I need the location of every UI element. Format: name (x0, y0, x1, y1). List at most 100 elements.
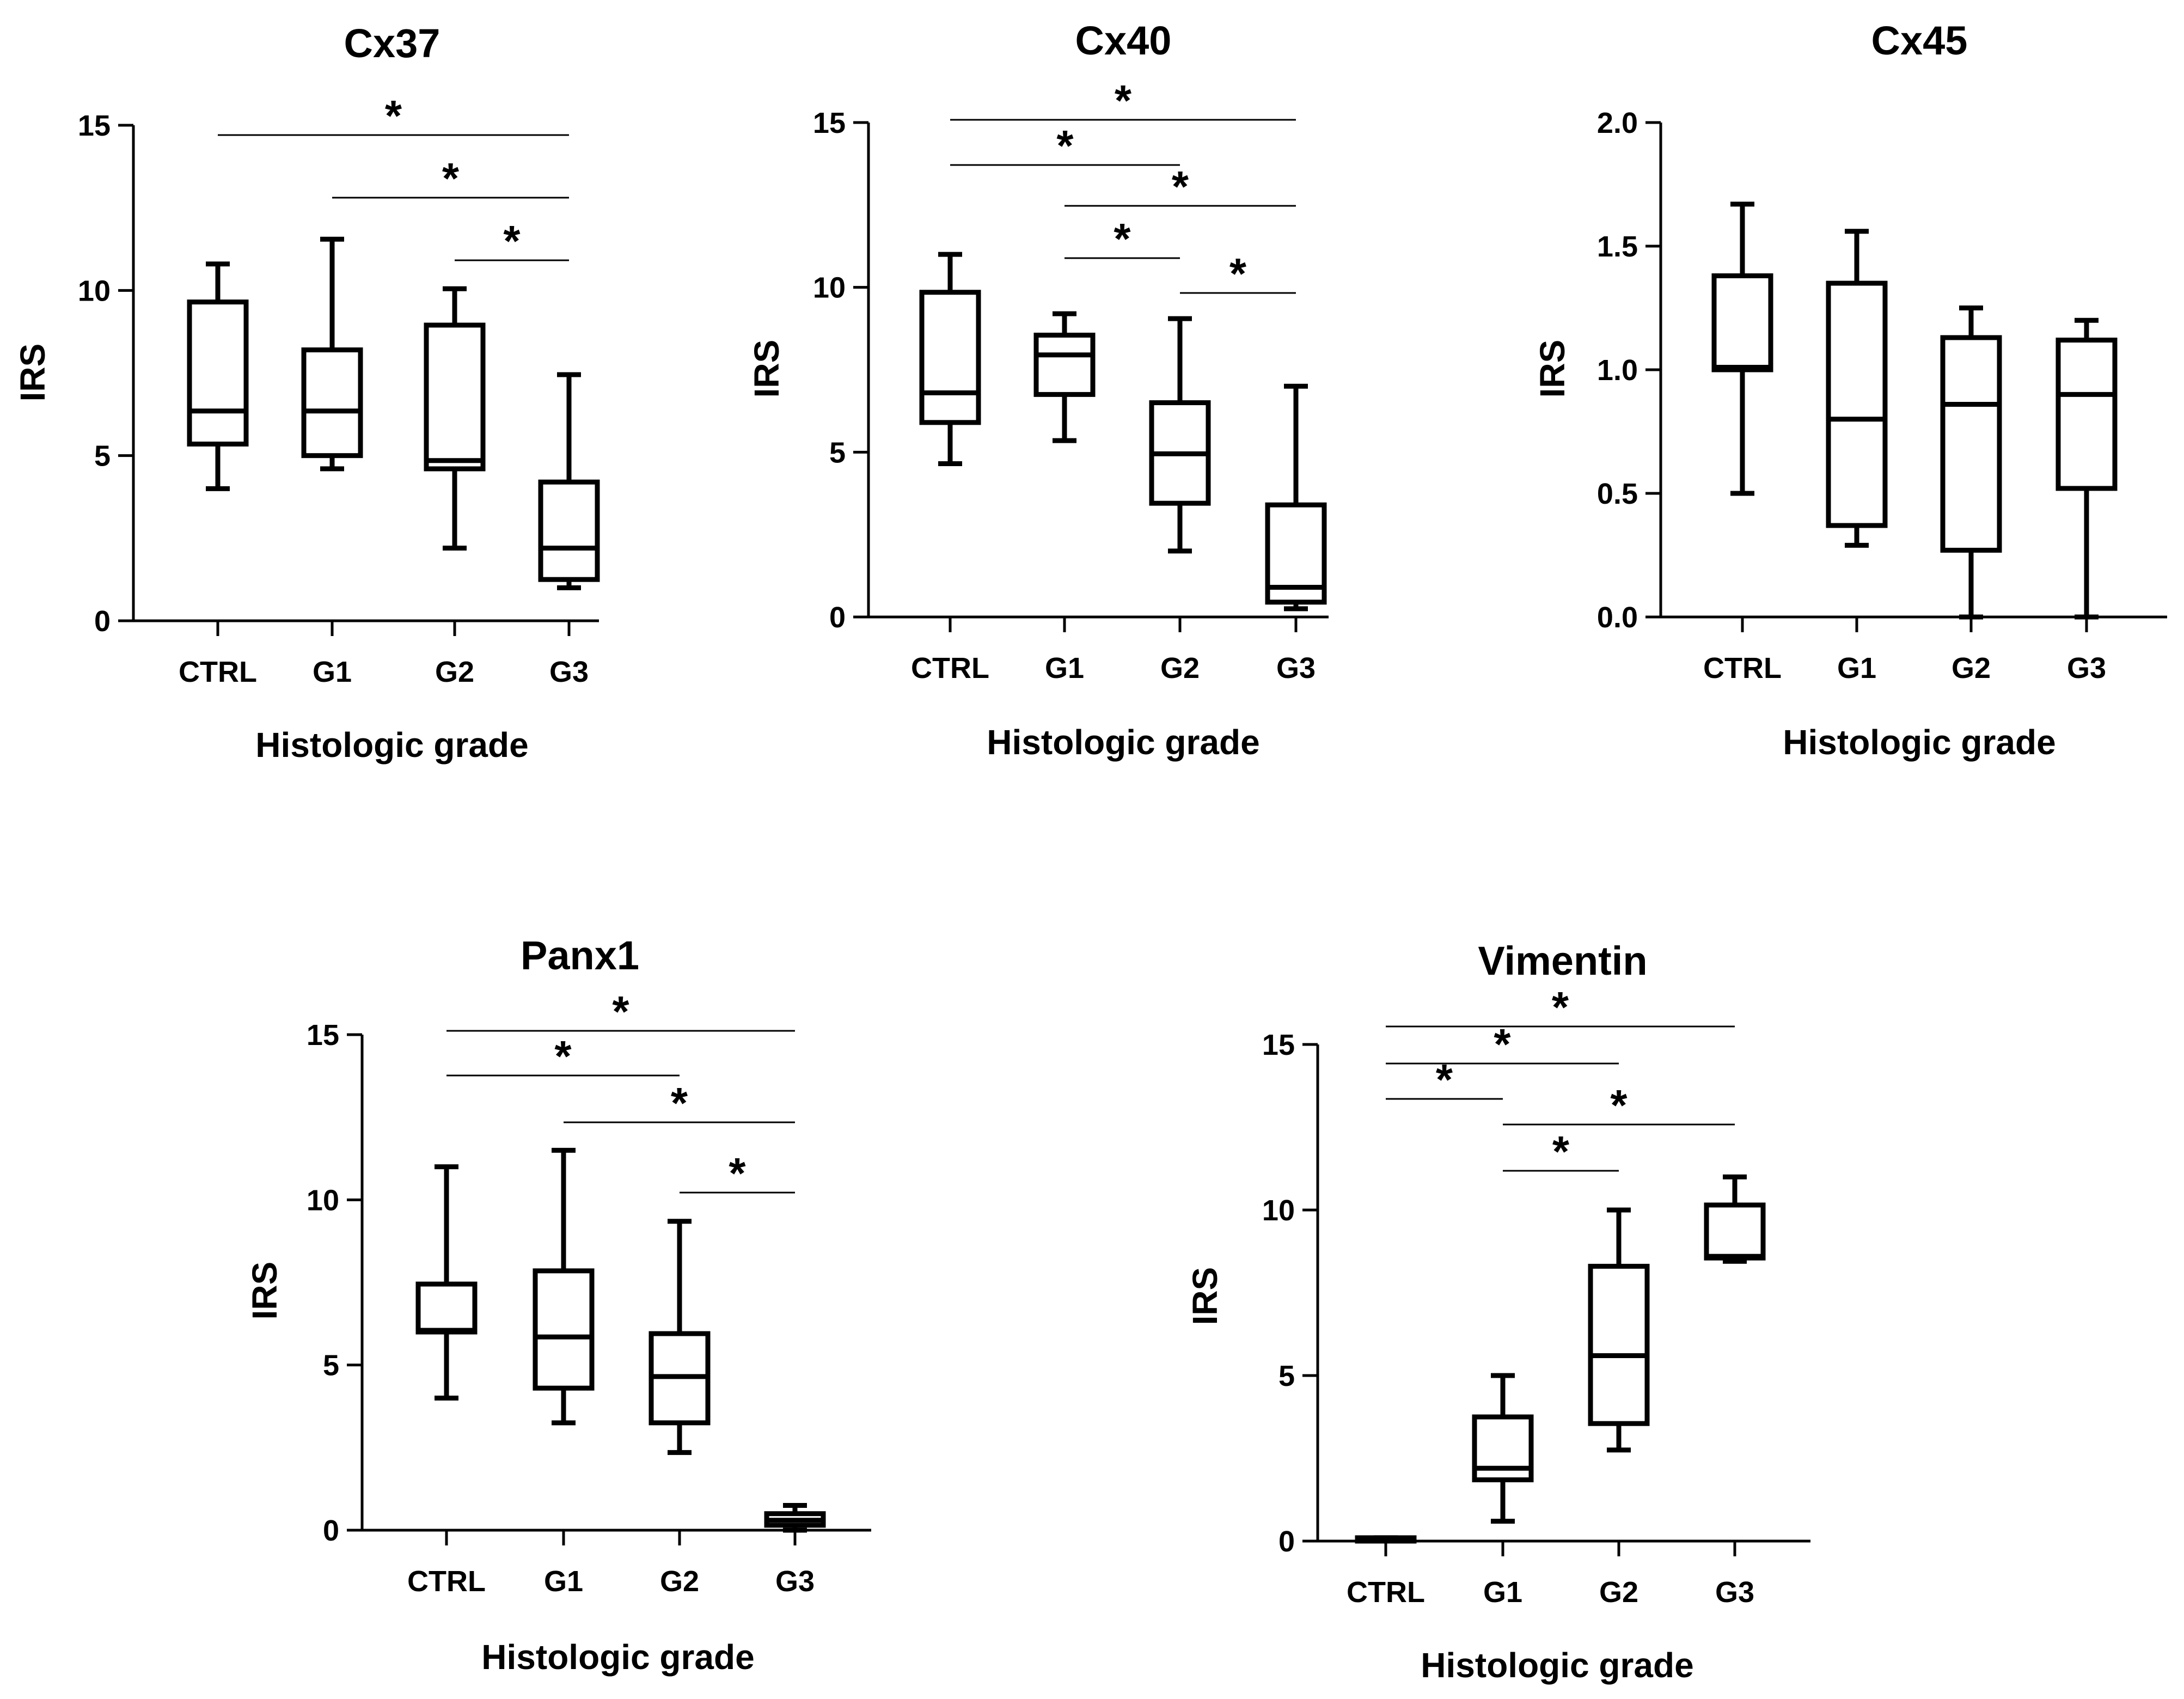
box-ctrl (415, 1164, 478, 1401)
x-axis-label: Histologic grade (255, 725, 528, 765)
significance-star: * (503, 217, 521, 265)
x-tick-label: G3 (775, 1565, 815, 1598)
box-iqr (919, 290, 981, 425)
y-tick-label: 0 (829, 601, 846, 634)
y-tick-label: 0.0 (1597, 601, 1638, 634)
y-tick-label: 0 (94, 605, 111, 638)
x-tick-label: G1 (1483, 1576, 1522, 1609)
significance-star: * (1552, 983, 1569, 1031)
significance-star: * (1552, 1127, 1570, 1176)
box-iqr (1826, 280, 1888, 528)
y-tick-label: 5 (1278, 1360, 1295, 1392)
x-tick-label: CTRL (911, 652, 989, 685)
y-tick-label: 15 (307, 1019, 339, 1052)
box-g3 (2055, 317, 2118, 620)
y-tick-label: 10 (1262, 1194, 1295, 1227)
significance-g1-g2: * (1503, 1127, 1619, 1176)
significance-g2-g3: * (1180, 249, 1296, 298)
significance-g1-g2: * (1065, 215, 1180, 263)
significance-ctrl-g1: * (1386, 1055, 1503, 1104)
y-tick-label: 10 (78, 274, 111, 307)
panel-cx37: Cx37 Histologic grade IRS 0 5 10 15 CTRL G1 G2… (13, 21, 600, 765)
significance-star: * (1114, 215, 1131, 263)
box-iqr (538, 479, 600, 582)
y-tick-label: 5 (323, 1349, 339, 1382)
box-iqr (1033, 332, 1096, 397)
significance-star: * (1229, 249, 1247, 298)
plot-area: 0.0 0.5 1.0 1.5 2.0 CTRL G1 G2 G3 (1597, 107, 2167, 685)
x-tick-label: G1 (544, 1565, 583, 1598)
y-tick-label: 15 (813, 107, 846, 139)
box-ctrl (1711, 201, 1773, 496)
box-g3 (1265, 383, 1327, 612)
x-tick-label: G2 (1160, 652, 1200, 685)
plot-area: 0 5 10 15 CTRL G1 G2 G3 * * * * (307, 987, 871, 1598)
x-tick-label: G3 (1276, 652, 1316, 685)
box-ctrl (1355, 1535, 1417, 1544)
x-axis-label: Histologic grade (1421, 1646, 1693, 1685)
y-axis-label: IRS (1533, 340, 1572, 398)
significance-g1-g3: * (332, 154, 569, 203)
significance-ctrl-g2: * (950, 121, 1180, 170)
significance-star: * (671, 1079, 688, 1127)
significance-g2-g3: * (680, 1149, 795, 1197)
chart-title: Cx45 (1871, 18, 1968, 63)
x-tick-label: CTRL (1703, 652, 1782, 685)
box-g2 (1588, 1207, 1650, 1453)
box-iqr (1588, 1263, 1650, 1426)
box-g2 (424, 286, 486, 551)
box-g2 (1940, 305, 2002, 620)
significance-ctrl-g3: * (1386, 983, 1735, 1031)
y-tick-label: 15 (78, 109, 111, 142)
y-tick-label: 0 (323, 1514, 339, 1547)
significance-star: * (554, 1032, 572, 1080)
box-g3 (764, 1503, 826, 1533)
x-tick-label: G2 (1951, 652, 1991, 685)
significance-g1-g3: * (564, 1079, 795, 1127)
y-tick-label: 5 (94, 440, 111, 473)
y-tick-label: 5 (829, 436, 846, 469)
box-ctrl (919, 252, 981, 467)
box-iqr (1704, 1202, 1766, 1261)
y-axis-label: IRS (245, 1262, 284, 1320)
box-g3 (1704, 1174, 1766, 1264)
significance-star: * (1436, 1055, 1453, 1104)
y-tick-label: 10 (307, 1184, 339, 1217)
y-tick-label: 1.5 (1597, 230, 1638, 263)
y-tick-label: 15 (1262, 1029, 1295, 1061)
chart-title: Cx37 (344, 21, 441, 66)
x-tick-label: G3 (549, 656, 589, 688)
y-tick-label: 1.0 (1597, 354, 1638, 387)
panel-cx45: Cx45 Histologic grade IRS 0.0 0.5 1.0 1.5 2.… (1533, 18, 2167, 762)
x-tick-label: CTRL (179, 656, 257, 688)
chart-title: Cx40 (1075, 18, 1172, 63)
significance-g2-g3: * (455, 217, 569, 265)
box-g1 (533, 1147, 595, 1426)
box-g1 (1472, 1373, 1534, 1524)
x-axis-label: Histologic grade (481, 1637, 754, 1677)
box-g1 (301, 236, 363, 472)
box-iqr (1711, 273, 1773, 372)
panel-panx1: Panx1 Histologic grade IRS 0 5 10 15 CTRL G1 G… (245, 933, 871, 1677)
x-tick-label: CTRL (407, 1565, 486, 1598)
significance-ctrl-g3: * (950, 76, 1296, 125)
box-iqr (415, 1281, 478, 1335)
significance-star: * (1056, 121, 1074, 170)
x-tick-label: G3 (1715, 1576, 1754, 1609)
box-g2 (1149, 316, 1211, 554)
y-axis-label: IRS (1185, 1267, 1225, 1325)
chart-title: Vimentin (1478, 938, 1647, 983)
y-tick-label: 2.0 (1597, 107, 1638, 139)
x-tick-label: G1 (1045, 652, 1084, 685)
significance-star: * (1610, 1081, 1628, 1129)
x-axis-label: Histologic grade (1783, 723, 2055, 762)
panel-vimentin: Vimentin Histologic grade IRS 0 5 10 15 CTRL… (1185, 938, 1810, 1685)
box-iqr (301, 347, 363, 459)
x-axis-label: Histologic grade (987, 723, 1259, 762)
box-g1 (1033, 311, 1096, 443)
significance-ctrl-g2: * (446, 1032, 680, 1080)
box-iqr (424, 322, 486, 472)
chart-title: Panx1 (521, 933, 639, 978)
significance-g1-g3: * (1503, 1081, 1735, 1129)
